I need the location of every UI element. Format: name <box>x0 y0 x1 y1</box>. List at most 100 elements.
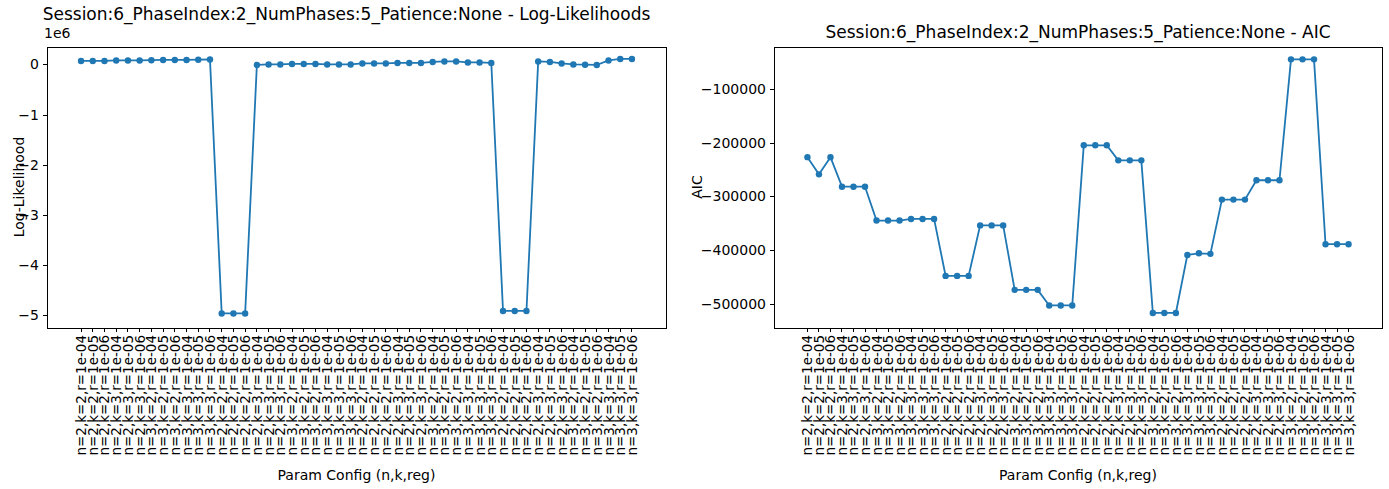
data-point <box>359 60 365 66</box>
data-point <box>908 216 914 222</box>
data-point <box>558 60 564 66</box>
data-point <box>570 61 576 67</box>
data-point <box>547 59 553 65</box>
data-point <box>1104 142 1110 148</box>
data-point <box>965 273 971 279</box>
data-point <box>1138 157 1144 163</box>
data-point <box>885 217 891 223</box>
data-point <box>896 217 902 223</box>
data-point <box>1184 252 1190 258</box>
y-tick-label: −200000 <box>676 135 766 152</box>
data-point <box>254 62 260 68</box>
y-tick-label: −3 <box>0 207 39 224</box>
data-point <box>804 154 810 160</box>
data-point <box>942 273 948 279</box>
data-point <box>1219 196 1225 202</box>
data-point <box>465 59 471 65</box>
data-point <box>113 57 119 63</box>
left-axes-spines <box>48 48 667 329</box>
data-point <box>512 308 518 314</box>
data-point <box>195 56 201 62</box>
data-point <box>873 217 879 223</box>
data-point <box>78 58 84 64</box>
data-point <box>1035 287 1041 293</box>
data-point <box>371 60 377 66</box>
data-point <box>488 60 494 66</box>
data-point <box>230 310 236 316</box>
data-point <box>582 62 588 68</box>
data-point <box>242 310 248 316</box>
data-point <box>418 60 424 66</box>
data-point <box>1046 302 1052 308</box>
data-point <box>207 56 213 62</box>
data-point <box>1242 196 1248 202</box>
y-tick-label: −2 <box>0 157 39 174</box>
data-point <box>148 57 154 63</box>
data-point <box>1069 302 1075 308</box>
data-point <box>347 61 353 67</box>
x-tick-label: n=3,k=3,r=1e-06 <box>1342 335 1356 456</box>
data-point <box>1092 142 1098 148</box>
data-point <box>1161 310 1167 316</box>
data-point <box>1196 250 1202 256</box>
data-point <box>441 58 447 64</box>
data-point <box>125 57 131 63</box>
data-point <box>594 62 600 68</box>
data-point <box>394 60 400 66</box>
data-point <box>406 60 412 66</box>
data-point <box>1311 56 1317 62</box>
data-point <box>988 222 994 228</box>
data-point <box>136 57 142 63</box>
data-point <box>1253 177 1259 183</box>
y-tick-label: −4 <box>0 257 39 274</box>
y-axis-offset-text: 1e6 <box>44 25 70 41</box>
data-point <box>977 222 983 228</box>
data-point <box>312 61 318 67</box>
y-tick-label: −1 <box>0 107 39 124</box>
data-point <box>289 61 295 67</box>
data-point <box>617 56 623 62</box>
data-point <box>1081 142 1087 148</box>
data-point <box>1322 241 1328 247</box>
data-point <box>476 59 482 65</box>
data-point <box>1276 177 1282 183</box>
data-point <box>839 183 845 189</box>
data-point <box>429 59 435 65</box>
data-point <box>1127 157 1133 163</box>
data-point <box>265 61 271 67</box>
data-point <box>90 58 96 64</box>
right-chart-title: Session:6_PhaseIndex:2_NumPhases:5_Patie… <box>774 22 1382 42</box>
y-tick-label: −400000 <box>676 242 766 259</box>
data-point <box>383 60 389 66</box>
data-point <box>101 58 107 64</box>
data-point <box>535 58 541 64</box>
x-tick-label: n=3,k=3,r=1e-06 <box>625 335 639 456</box>
data-point <box>301 61 307 67</box>
data-point <box>954 273 960 279</box>
y-tick-label: −300000 <box>676 188 766 205</box>
data-point <box>850 183 856 189</box>
matplotlib-figure: Session:6_PhaseIndex:2_NumPhases:5_Patie… <box>0 0 1389 489</box>
data-point <box>1299 56 1305 62</box>
data-point <box>1207 251 1213 257</box>
data-point <box>324 61 330 67</box>
data-point <box>336 61 342 67</box>
data-point <box>160 57 166 63</box>
y-tick-label: −500000 <box>676 296 766 313</box>
right-x-axis-label: Param Config (n,k,reg) <box>774 467 1382 483</box>
data-point <box>931 216 937 222</box>
data-point <box>277 61 283 67</box>
data-point <box>605 57 611 63</box>
data-point <box>1230 196 1236 202</box>
left-x-axis-label: Param Config (n,k,reg) <box>47 467 666 483</box>
y-tick-label: 0 <box>0 56 39 73</box>
data-point <box>1023 287 1029 293</box>
data-point <box>1334 241 1340 247</box>
data-point <box>172 57 178 63</box>
data-point <box>219 310 225 316</box>
data-point <box>1058 302 1064 308</box>
data-point <box>862 183 868 189</box>
data-point <box>1150 310 1156 316</box>
data-point <box>183 57 189 63</box>
data-point <box>453 58 459 64</box>
